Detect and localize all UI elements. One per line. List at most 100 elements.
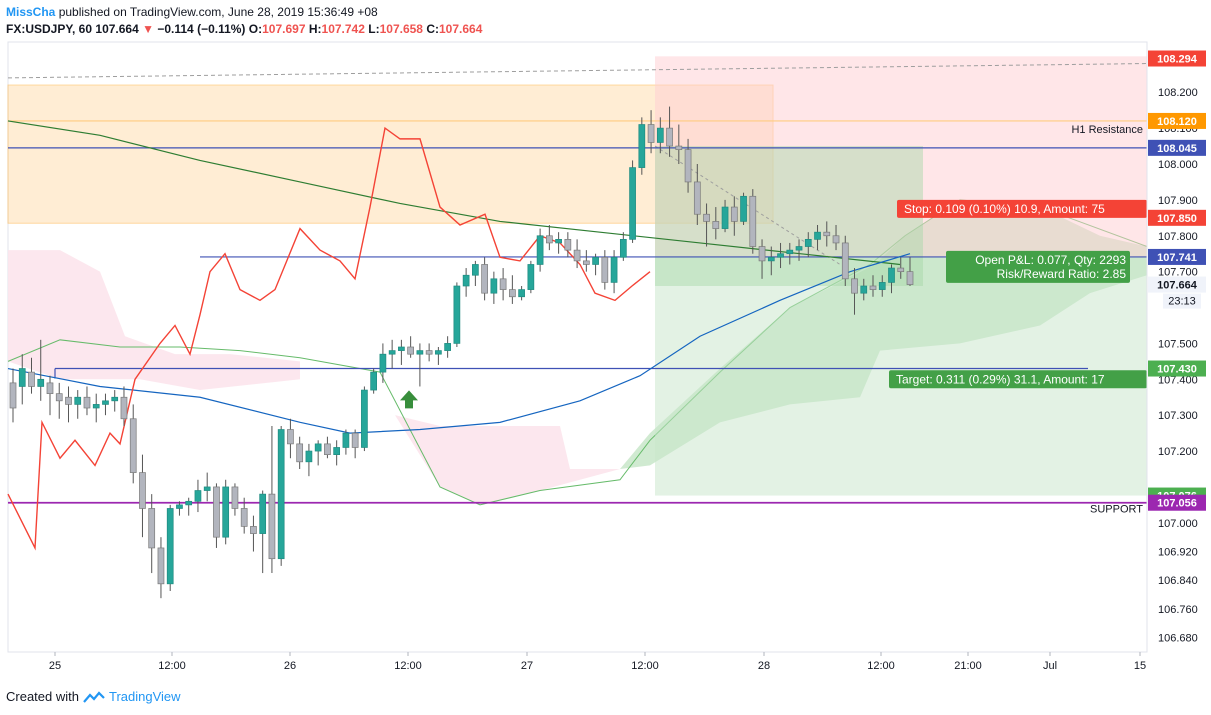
- candle-body: [46, 382, 54, 394]
- candle-body: [841, 242, 849, 280]
- candle-body: [555, 239, 562, 244]
- candle-body: [509, 289, 516, 298]
- price-label: 107.430: [1157, 364, 1197, 376]
- price-tick-label: 107.300: [1158, 410, 1198, 422]
- candle-body: [240, 508, 248, 527]
- candles: [9, 106, 914, 599]
- high-value: 107.742: [321, 22, 365, 36]
- candle-body: [527, 264, 535, 290]
- candle-body: [342, 432, 350, 448]
- candle-body: [314, 443, 322, 452]
- price-label-box: [1148, 494, 1206, 511]
- candle-body: [564, 239, 572, 251]
- countdown-label: 23:13: [1168, 296, 1196, 308]
- candle-body: [499, 278, 507, 290]
- candle-body: [777, 253, 784, 258]
- candle-body: [129, 418, 137, 473]
- open-value: 107.697: [262, 22, 306, 36]
- price-label-box: [1148, 112, 1206, 129]
- candle-body: [518, 289, 525, 298]
- candle-body: [250, 526, 257, 534]
- time-tick-label: 28: [758, 660, 770, 672]
- price-tick-label: 107.400: [1158, 374, 1198, 386]
- candle-body: [407, 346, 414, 355]
- high-label: H:: [308, 22, 322, 36]
- candle-body: [897, 267, 905, 272]
- candle-body: [74, 396, 82, 405]
- candle-body: [139, 472, 146, 509]
- candle-body: [194, 490, 202, 502]
- candle-body: [37, 378, 45, 387]
- candle-body: [9, 382, 17, 409]
- candle-body: [592, 256, 599, 265]
- low-label: L:: [368, 22, 380, 36]
- published-text: published on TradingView.com, June 28, 2…: [58, 5, 378, 19]
- candle-body: [370, 371, 377, 391]
- candle-body: [832, 235, 840, 244]
- candle-body: [305, 450, 313, 463]
- candle-body: [83, 396, 91, 409]
- candle-body: [869, 285, 877, 290]
- candle-body: [333, 447, 341, 455]
- candle-body: [767, 256, 775, 262]
- dashed-trendline-top: [7, 63, 1148, 79]
- pnl-label-line2: Risk/Reward Ratio: 2.85: [997, 267, 1127, 281]
- candle-body: [379, 353, 387, 373]
- author-name[interactable]: MissCha: [6, 5, 56, 19]
- candle-body: [814, 231, 821, 240]
- down-arrow-icon: ▼: [142, 22, 155, 36]
- candle-body: [619, 239, 627, 258]
- candle-body: [703, 213, 710, 222]
- price-label: 107.664: [1157, 280, 1198, 292]
- price-tick-label: 107.700: [1158, 267, 1198, 279]
- symbol-label: FX:USDJPY, 60: [6, 22, 93, 36]
- candle-body: [65, 396, 72, 405]
- resistance-zone: [7, 84, 774, 224]
- stop-label: Stop: 0.109 (0.10%) 10.9, Amount: 75: [904, 202, 1105, 216]
- stop-zone: [655, 56, 1147, 257]
- candle-body: [435, 350, 442, 355]
- price-tick-label: 106.920: [1158, 547, 1198, 559]
- close-value: 107.664: [439, 22, 483, 36]
- price-tick-label: 107.500: [1158, 338, 1198, 350]
- price-label: 107.850: [1157, 213, 1197, 225]
- time-tick-label: 27: [521, 660, 533, 672]
- ma-100-line: [7, 253, 911, 434]
- price-tick-label: 107.900: [1158, 195, 1198, 207]
- candle-body: [656, 127, 664, 143]
- price-label-box: [1148, 139, 1206, 156]
- price-tick-label: 106.760: [1158, 604, 1198, 616]
- candle-body: [823, 231, 831, 237]
- candle-body: [388, 350, 396, 355]
- price-label-box: [1148, 209, 1206, 226]
- candle-body: [582, 260, 590, 265]
- candle-body: [666, 127, 673, 147]
- tradingview-brand[interactable]: TradingView: [108, 689, 181, 704]
- candle-body: [758, 246, 766, 262]
- candle-body: [277, 429, 285, 560]
- created-with-text: Created with: [6, 689, 79, 704]
- candle-body: [601, 256, 609, 283]
- price-tick-label: 108.200: [1158, 87, 1198, 99]
- time-axis: 25 12:00 26 12:00 27 12:00 28 12:00 21:00 Jul 15: [8, 651, 1147, 672]
- candle-body: [462, 274, 470, 287]
- price-tick-label: 106.680: [1158, 633, 1198, 645]
- candle-body: [546, 235, 553, 244]
- candle-body: [398, 346, 405, 351]
- candle-body: [638, 124, 646, 168]
- candle-body: [749, 195, 757, 247]
- candle-body: [629, 167, 636, 240]
- candle-body: [203, 486, 211, 491]
- price-tick-label: 107.000: [1158, 518, 1198, 530]
- cloud-bearish-1: [8, 250, 300, 391]
- candle-body: [259, 493, 267, 534]
- candle-body: [906, 271, 914, 285]
- candle-body: [444, 343, 451, 351]
- target-label-box: [889, 370, 1147, 389]
- candle-body: [425, 350, 433, 355]
- price-label-box: [1148, 360, 1206, 377]
- price-change: −0.114 (−0.11%): [157, 22, 246, 36]
- candle-body: [684, 149, 692, 183]
- time-tick-label: 15: [1134, 660, 1146, 672]
